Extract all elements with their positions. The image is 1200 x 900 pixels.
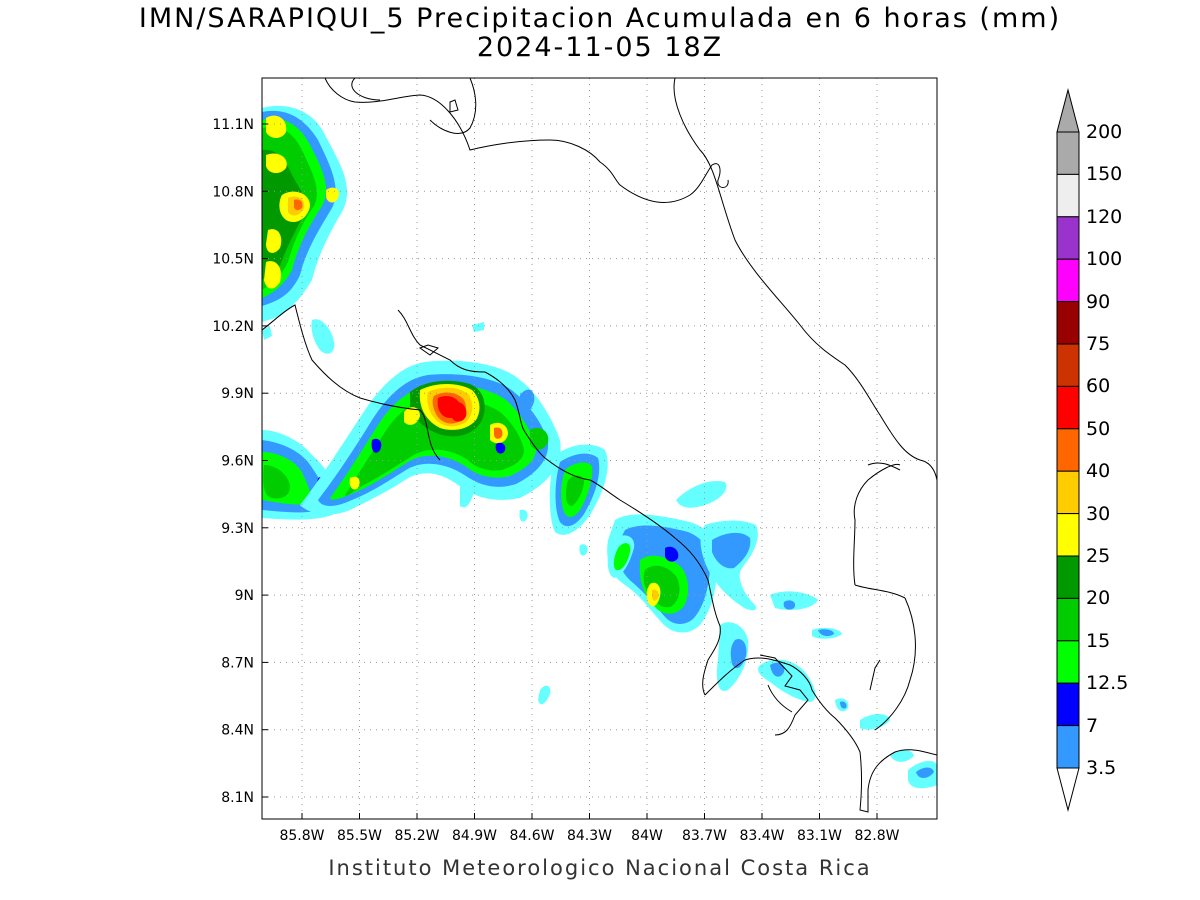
colorbar-level-label: 100 [1086, 248, 1123, 271]
colorbar-swatch [1056, 216, 1080, 260]
colorbar-level-label: 7 [1086, 714, 1099, 737]
colorbar-level-label: 20 [1086, 587, 1111, 610]
footer-credit: Instituto Meteorologico Nacional Costa R… [328, 856, 872, 880]
lat-tick-label: 8.1N [221, 790, 254, 806]
lat-tick-label: 9.9N [221, 386, 254, 402]
lon-tick-label: 85.5W [337, 828, 382, 844]
colorbar-swatch [1056, 343, 1080, 387]
lon-tick-label: 85.2W [394, 828, 439, 844]
coastlines [262, 78, 937, 813]
lon-tick-label: 83.1W [797, 828, 842, 844]
colorbar-level-label: 150 [1086, 163, 1123, 186]
lat-tick-label: 8.7N [221, 655, 254, 671]
colorbar-level-label: 12.5 [1086, 672, 1129, 695]
colorbar-swatch [1056, 470, 1080, 515]
precipitation-field [262, 105, 937, 789]
lat-tick-label: 8.4N [221, 723, 254, 739]
colorbar-swatch [1056, 385, 1080, 430]
lon-tick-label: 84.3W [567, 828, 612, 844]
map-frame [261, 77, 938, 820]
colorbar-level-label: 200 [1086, 121, 1123, 143]
lat-tick-label: 10.8N [212, 184, 254, 200]
colorbar-swatch [1056, 428, 1080, 472]
colorbar-swatch [1056, 258, 1080, 303]
colorbar-level-label: 40 [1086, 460, 1111, 483]
lat-tick-label: 10.2N [212, 319, 254, 335]
graticule: 11.1N 10.8N 10.5N 10.2N 9.9N 9.6N 9.3N 9N 8.7N 8.… [212, 78, 937, 844]
colorbar-level-label: 60 [1086, 375, 1111, 398]
lon-tick-label: 83.7W [682, 828, 727, 844]
lon-tick-label: 85.8W [279, 828, 324, 844]
colorbar-swatch [1056, 301, 1080, 345]
colorbar-level-label: 25 [1086, 545, 1111, 567]
colorbar-level-label: 3.5 [1086, 757, 1117, 779]
colorbar-level-label: 30 [1086, 502, 1111, 525]
colorbar-under-triangle [1056, 767, 1080, 812]
lon-tick-label: 83.4W [739, 828, 784, 844]
lon-tick-label: 84.9W [452, 828, 497, 844]
lon-tick-label: 84.6W [509, 828, 554, 844]
map-datetime: 2024-11-05 18Z [476, 32, 724, 63]
colorbar-level-label: 50 [1086, 417, 1111, 440]
colorbar-swatch [1056, 555, 1080, 599]
colorbar-swatch [1056, 640, 1080, 684]
lat-tick-label: 10.5N [212, 252, 254, 268]
lon-tick-label: 84W [631, 828, 663, 844]
colorbar-level-label: 120 [1086, 205, 1123, 228]
lat-tick-label: 9.3N [221, 521, 254, 537]
colorbar-swatch [1056, 173, 1080, 218]
colorbar-over-triangle [1056, 88, 1080, 133]
colorbar-swatch [1056, 131, 1080, 175]
map-title: IMN/SARAPIQUI_5 Precipitacion Acumulada … [138, 3, 1062, 34]
lat-tick-label: 9.6N [221, 454, 254, 470]
lon-tick-label: 82.8W [854, 828, 899, 844]
colorbar-level-label: 90 [1086, 290, 1111, 313]
lat-tick-label: 9N [235, 588, 254, 604]
colorbar-swatch [1056, 513, 1080, 557]
colorbar-swatch [1056, 597, 1080, 642]
colorbar-level-label: 75 [1086, 333, 1111, 355]
colorbar-swatch [1056, 725, 1080, 769]
colorbar-level-label: 15 [1086, 629, 1111, 652]
lat-tick-label: 11.1N [212, 117, 254, 133]
colorbar-swatch [1056, 682, 1080, 727]
